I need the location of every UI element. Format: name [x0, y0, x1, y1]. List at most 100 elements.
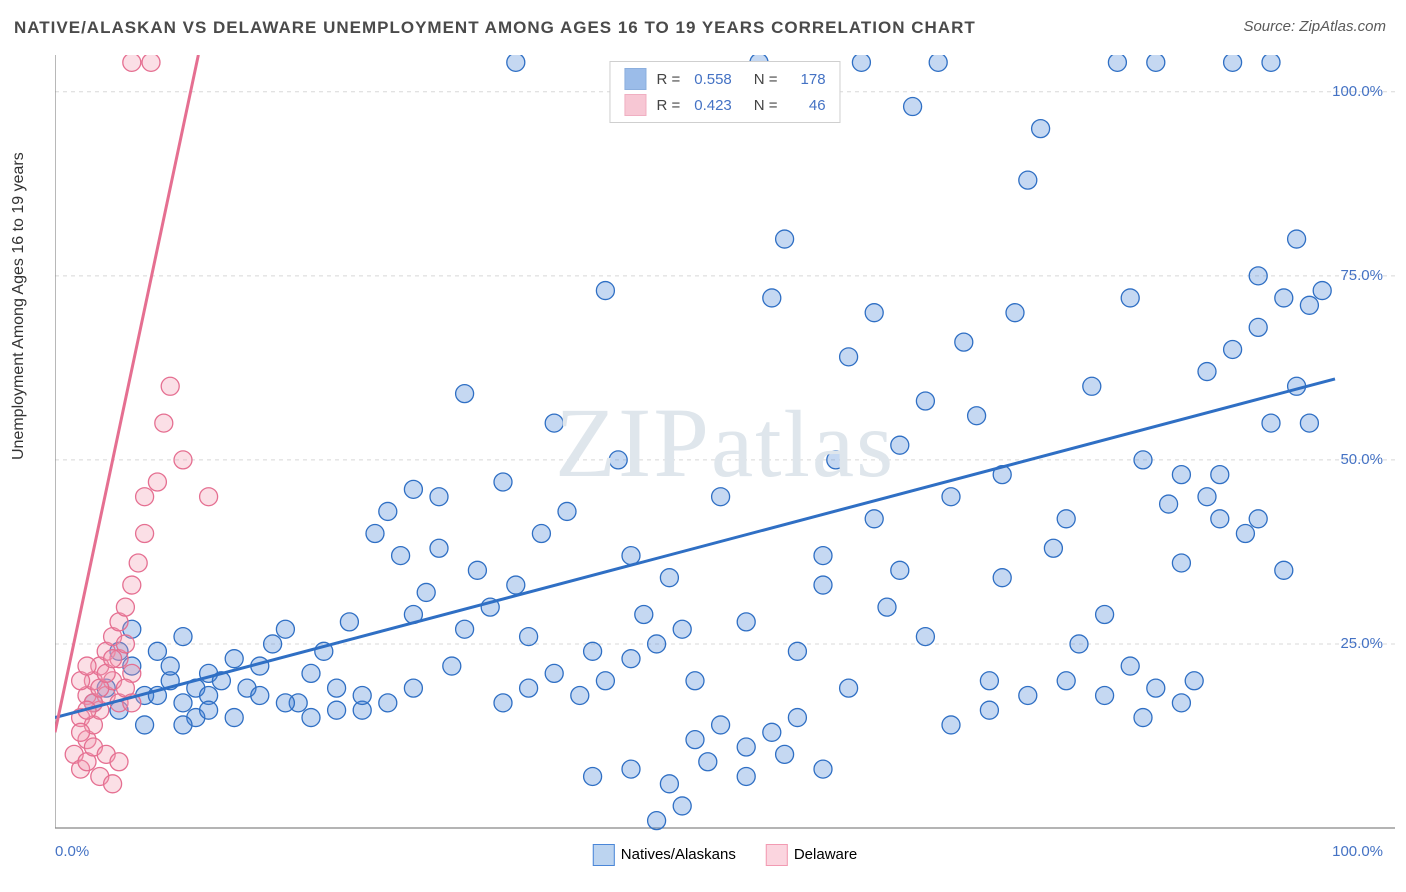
data-point [955, 333, 973, 351]
data-point [1275, 561, 1293, 579]
legend-item: Natives/Alaskans [593, 844, 736, 866]
data-point [660, 569, 678, 587]
scatter-plot [55, 55, 1395, 840]
data-point [916, 628, 934, 646]
data-point [814, 547, 832, 565]
data-point [1019, 171, 1037, 189]
data-point [392, 547, 410, 565]
data-point [430, 539, 448, 557]
data-point [1108, 55, 1126, 71]
data-point [302, 664, 320, 682]
data-point [328, 679, 346, 697]
data-point [788, 709, 806, 727]
data-point [520, 679, 538, 697]
data-point [328, 701, 346, 719]
data-point [942, 716, 960, 734]
y-tick-label: 50.0% [1340, 451, 1383, 468]
data-point [1083, 377, 1101, 395]
data-point [1313, 282, 1331, 300]
data-point [993, 569, 1011, 587]
data-point [712, 488, 730, 506]
data-point [1121, 657, 1139, 675]
data-point [78, 657, 96, 675]
data-point [1147, 55, 1165, 71]
data-point [1160, 495, 1178, 513]
data-point [161, 377, 179, 395]
data-point [1070, 635, 1088, 653]
data-point [763, 723, 781, 741]
data-point [353, 686, 371, 704]
data-point [596, 672, 614, 690]
data-point [1288, 230, 1306, 248]
data-point [404, 480, 422, 498]
legend-r-value: 0.423 [694, 97, 732, 114]
data-point [814, 760, 832, 778]
data-point [110, 753, 128, 771]
data-point [1198, 488, 1216, 506]
data-point [699, 753, 717, 771]
data-point [174, 694, 192, 712]
data-point [763, 289, 781, 307]
data-point [929, 55, 947, 71]
x-tick-label: 0.0% [55, 843, 89, 860]
y-tick-label: 25.0% [1340, 635, 1383, 652]
chart-title: NATIVE/ALASKAN VS DELAWARE UNEMPLOYMENT … [14, 18, 976, 38]
data-point [494, 694, 512, 712]
data-point [1249, 318, 1267, 336]
data-point [1134, 709, 1152, 727]
legend-r-value: 0.558 [694, 71, 732, 88]
data-point [1006, 304, 1024, 322]
legend-r-label: R = [656, 71, 680, 88]
chart-area: ZIPatlas R =0.558N =178R =0.423N =46 Nat… [55, 55, 1395, 840]
x-tick-label: 100.0% [1332, 843, 1383, 860]
data-point [686, 672, 704, 690]
data-point [737, 613, 755, 631]
data-point [648, 635, 666, 653]
data-point [123, 55, 141, 71]
data-point [417, 583, 435, 601]
data-point [276, 620, 294, 638]
legend-correlation: R =0.558N =178R =0.423N =46 [609, 61, 840, 123]
data-point [264, 635, 282, 653]
data-point [379, 694, 397, 712]
legend-swatch [766, 844, 788, 866]
legend-swatch [624, 68, 646, 90]
data-point [840, 348, 858, 366]
data-point [1121, 289, 1139, 307]
data-point [814, 576, 832, 594]
legend-swatch [624, 94, 646, 116]
data-point [776, 745, 794, 763]
y-tick-label: 100.0% [1332, 83, 1383, 100]
legend-label: Delaware [794, 846, 857, 863]
data-point [116, 598, 134, 616]
data-point [1096, 606, 1114, 624]
data-point [1044, 539, 1062, 557]
data-point [276, 694, 294, 712]
data-point [1211, 510, 1229, 528]
legend-n-value: 46 [792, 97, 826, 114]
data-point [251, 686, 269, 704]
data-point [545, 664, 563, 682]
data-point [840, 679, 858, 697]
data-point [1172, 694, 1190, 712]
data-point [558, 502, 576, 520]
data-point [104, 775, 122, 793]
legend-label: Natives/Alaskans [621, 846, 736, 863]
legend-row: R =0.423N =46 [624, 92, 825, 118]
data-point [1249, 267, 1267, 285]
data-point [980, 701, 998, 719]
data-point [865, 510, 883, 528]
data-point [161, 657, 179, 675]
y-axis-label: Unemployment Among Ages 16 to 19 years [10, 152, 28, 460]
legend-item: Delaware [766, 844, 857, 866]
legend-row: R =0.558N =178 [624, 66, 825, 92]
data-point [891, 561, 909, 579]
data-point [1262, 414, 1280, 432]
data-point [404, 679, 422, 697]
data-point [1019, 686, 1037, 704]
data-point [532, 525, 550, 543]
data-point [571, 686, 589, 704]
data-point [225, 650, 243, 668]
data-point [648, 812, 666, 830]
data-point [129, 554, 147, 572]
